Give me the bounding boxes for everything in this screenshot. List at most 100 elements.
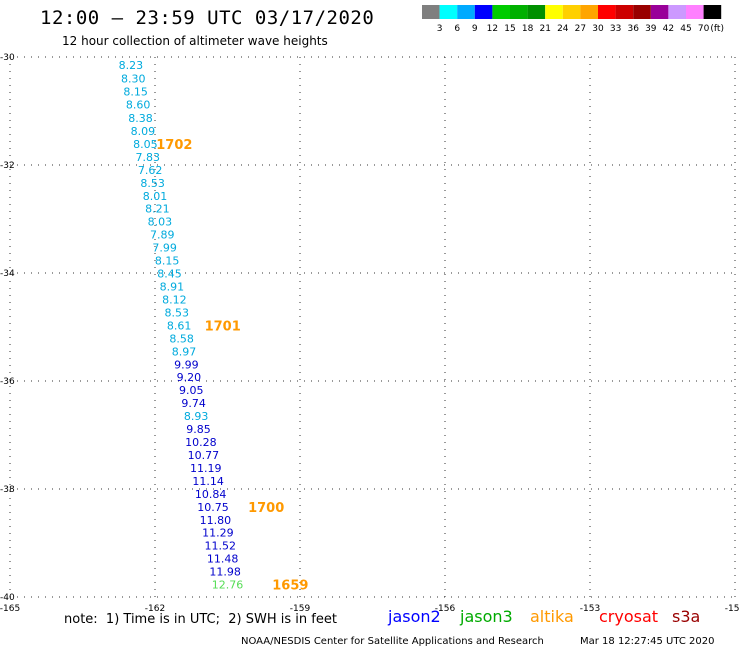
color-scale-label: 12 [487,24,498,34]
wave-height-value: 9.85 [186,423,211,436]
lat-tick-label: -38 [0,485,15,495]
color-swatch [562,5,581,19]
legend-jason2: jason2 [388,607,441,626]
color-scale-label: 21 [539,24,550,34]
wave-height-observations: 8.238.308.158.608.388.098.057.837.628.53… [119,59,244,591]
wave-height-value: 8.12 [162,293,187,306]
wave-height-value: 9.05 [179,384,204,397]
wave-height-value: 8.01 [143,190,168,203]
lon-tick-label: -153 [580,604,600,614]
wave-height-value: 9.74 [181,397,206,410]
wave-height-value: 10.28 [185,436,217,449]
color-scale-label: 70 [698,24,710,34]
wave-height-value: 8.15 [155,255,180,268]
lon-tick-label: -150 [725,604,740,614]
color-swatch [615,5,634,19]
color-scale-label: 3 [437,24,443,34]
lat-tick-label: -36 [0,377,15,387]
wave-height-value: 8.23 [119,59,144,72]
wave-height-value: 8.97 [172,345,197,358]
color-swatch [474,5,493,19]
color-swatch [492,5,510,19]
color-scale-unit: (ft) [710,24,724,34]
color-swatch [422,5,440,19]
legend-cryosat: cryosat [599,607,659,626]
lat-tick-label: -40 [0,593,15,603]
wave-height-value: 8.53 [165,306,190,319]
color-swatch [703,5,722,19]
color-scale-label: 15 [504,24,515,34]
wave-height-value: 8.21 [145,203,170,216]
wave-height-value: 11.80 [200,514,232,527]
wave-height-value: 11.52 [205,540,237,553]
color-scale-label: 30 [592,24,604,34]
color-swatch [527,5,546,19]
color-scale-label: 9 [472,24,478,34]
wave-height-value: 8.61 [167,319,192,332]
time-labels: 1702 1701 1700 1659 [156,138,308,594]
wave-height-value: 11.14 [192,475,224,488]
map-title: 12:00 – 23:59 UTC 03/17/2020 [40,7,375,29]
color-scale-label: 39 [645,24,657,34]
color-swatch [439,5,458,19]
wave-height-value: 11.19 [190,462,222,475]
color-swatch [510,5,528,19]
lon-tick-label: -162 [145,604,165,614]
axis-ticks: -30 -32 -34 -36 -38 -40-165 -162 -159 -156 -153 -1… [0,53,740,614]
generated-timestamp: Mar 18 12:27:45 UTC 2020 [580,636,715,647]
wave-height-value: 8.38 [128,112,153,125]
wave-height-value: 7.62 [138,164,163,177]
lon-tick-label: -165 [0,604,20,614]
wave-height-value: 9.99 [174,358,199,371]
time-label: 1659 [272,579,308,594]
wave-height-value: 9.20 [177,371,202,384]
wave-height-value: 12.76 [212,579,244,592]
wave-height-value: 8.09 [131,125,156,138]
wave-height-value: 8.58 [169,332,194,345]
color-swatch [668,5,686,19]
wave-height-value: 11.48 [207,553,239,566]
color-scale-label: 6 [454,24,460,34]
color-swatch [545,5,563,19]
wave-height-value: 7.83 [136,151,161,164]
color-scale-label: 24 [557,24,569,34]
color-scale-label: 36 [627,24,639,34]
color-scale-legend: 3 6 9 12 15 18 21 24 27 30 33 36 39 42 45 70 (ft) [422,5,724,34]
color-scale-label: 42 [663,24,674,34]
color-swatch [580,5,598,19]
color-swatch [457,5,475,19]
legend-s3a: s3a [672,607,701,626]
wave-height-value: 8.93 [184,410,209,423]
map-grid [9,56,736,598]
wave-height-value: 11.98 [209,566,241,579]
lat-tick-label: -34 [0,269,15,279]
credit-text: NOAA/NESDIS Center for Satellite Applica… [241,636,544,647]
wave-height-value: 8.03 [148,216,173,229]
color-swatch [650,5,669,19]
wave-height-value: 8.53 [140,177,165,190]
wave-height-value: 8.45 [157,268,182,281]
legend-jason3: jason3 [460,607,513,626]
lon-tick-label: -159 [290,604,311,614]
wave-height-value: 11.29 [202,527,234,540]
wave-height-value: 7.99 [152,242,177,255]
wave-height-value: 10.77 [188,449,220,462]
wave-height-value: 10.84 [195,488,227,501]
lat-tick-label: -30 [0,53,15,63]
wave-height-value: 10.75 [197,501,229,514]
legend-altika: altika [530,607,574,626]
wave-height-value: 8.91 [160,281,185,294]
color-swatch [686,5,704,19]
color-scale-label: 33 [610,24,621,34]
note-text: note: 1) Time is in UTC; 2) SWH is in fe… [64,612,337,627]
color-scale-label: 18 [522,24,534,34]
time-label: 1700 [248,501,284,516]
wave-height-value: 8.15 [123,86,148,99]
time-label: 1702 [156,138,192,153]
color-swatch [598,5,616,19]
time-label: 1701 [205,319,241,334]
wave-height-value: 8.30 [121,73,146,86]
wave-height-value: 8.05 [133,138,158,151]
color-swatch [633,5,651,19]
